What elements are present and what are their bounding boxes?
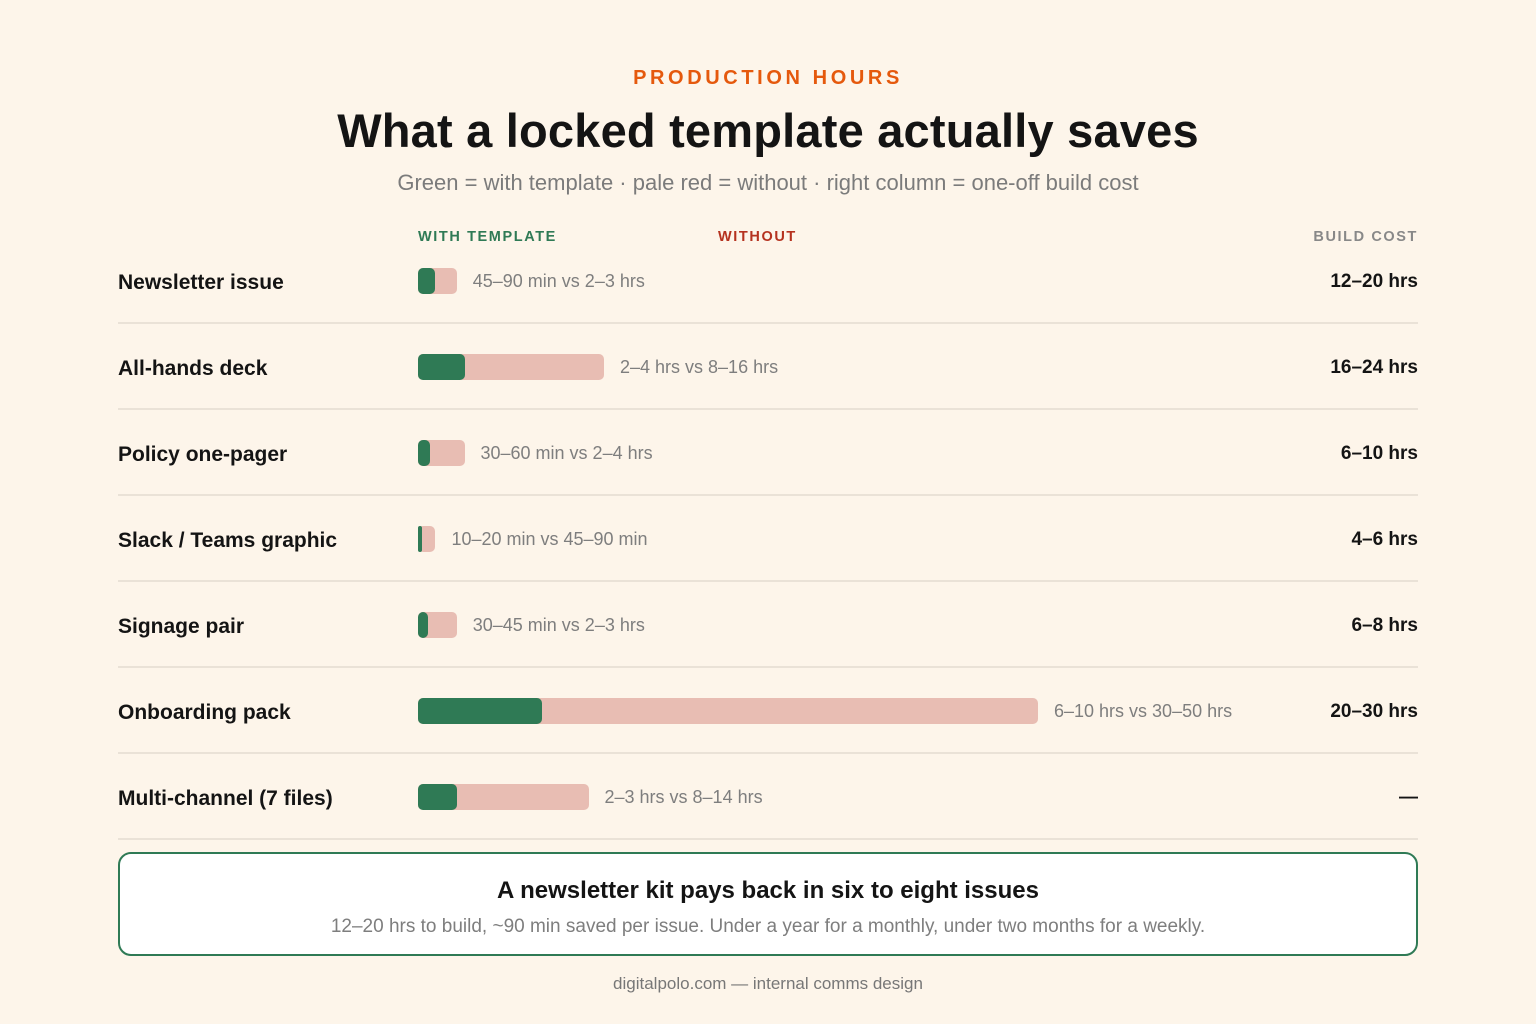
- bar-group: [418, 784, 589, 810]
- bar-with-template: [418, 354, 465, 380]
- build-cost-value: 6–10 hrs: [1340, 443, 1418, 464]
- payback-callout: A newsletter kit pays back in six to eig…: [118, 852, 1418, 956]
- chart-title: What a locked template actually saves: [337, 104, 1199, 157]
- bar-with-template: [418, 440, 430, 466]
- bar-range-label: 30–45 min vs 2–3 hrs: [472, 615, 645, 635]
- bar-chart-rows: Newsletter issue 45–90 min vs 2–3 hrs 12–2…: [118, 238, 1418, 840]
- column-header-build-cost: BUILD COST: [1313, 229, 1418, 245]
- table-row: Newsletter issue 45–90 min vs 2–3 hrs 12–2…: [118, 238, 1418, 324]
- table-row: Policy one-pager 30–60 min vs 2–4 hrs 6–10…: [118, 410, 1418, 496]
- bar-group: [418, 526, 436, 552]
- row-label: All-hands deck: [118, 357, 268, 380]
- footer-credit: digitalpolo.com — internal comms design: [613, 974, 923, 993]
- bar-with-template: [418, 698, 542, 724]
- column-header-without: WITHOUT: [718, 229, 797, 245]
- bar-without-template: [418, 526, 436, 552]
- row-label: Multi-channel (7 files): [118, 787, 333, 810]
- build-cost-value: —: [1399, 787, 1418, 808]
- table-row: All-hands deck 2–4 hrs vs 8–16 hrs 16–24 h…: [118, 324, 1418, 410]
- eyebrow: PRODUCTION HOURS: [633, 67, 903, 89]
- table-row: Signage pair 30–45 min vs 2–3 hrs 6–8 hrs: [118, 582, 1418, 668]
- bar-range-label: 2–4 hrs vs 8–16 hrs: [620, 357, 779, 377]
- bar-with-template: [418, 526, 422, 552]
- row-label: Newsletter issue: [118, 271, 284, 294]
- table-row: Slack / Teams graphic 10–20 min vs 45–90 …: [118, 496, 1418, 582]
- build-cost-value: 12–20 hrs: [1330, 271, 1418, 292]
- build-cost-value: 20–30 hrs: [1330, 701, 1418, 722]
- bar-group: [418, 354, 604, 380]
- bar-range-label: 2–3 hrs vs 8–14 hrs: [604, 787, 763, 807]
- chart-subtitle: Green = with template · pale red = witho…: [397, 170, 1139, 195]
- callout-title: A newsletter kit pays back in six to eig…: [497, 877, 1039, 904]
- bar-group: [418, 698, 1038, 724]
- build-cost-value: 6–8 hrs: [1351, 615, 1418, 636]
- bar-with-template: [418, 784, 457, 810]
- table-row: Onboarding pack 6–10 hrs vs 30–50 hrs 20–3…: [118, 668, 1418, 754]
- bar-range-label: 45–90 min vs 2–3 hrs: [472, 271, 645, 291]
- bar-range-label: 10–20 min vs 45–90 min: [451, 529, 648, 549]
- callout-body: 12–20 hrs to build, ~90 min saved per is…: [330, 916, 1206, 937]
- row-label: Onboarding pack: [118, 701, 291, 724]
- row-label: Policy one-pager: [118, 443, 288, 466]
- bar-range-label: 6–10 hrs vs 30–50 hrs: [1054, 701, 1233, 721]
- table-row: Multi-channel (7 files) 2–3 hrs vs 8–14 h…: [118, 754, 1418, 840]
- bar-range-label: 30–60 min vs 2–4 hrs: [480, 443, 653, 463]
- bar-with-template: [418, 612, 428, 638]
- bar-with-template: [418, 268, 436, 294]
- column-header-with-template: WITH TEMPLATE: [418, 229, 557, 245]
- row-label: Signage pair: [118, 615, 245, 638]
- row-label: Slack / Teams graphic: [118, 529, 338, 552]
- build-cost-value: 4–6 hrs: [1351, 529, 1418, 550]
- bar-group: [418, 612, 457, 638]
- bar-group: [418, 440, 465, 466]
- build-cost-value: 16–24 hrs: [1330, 357, 1418, 378]
- bar-group: [418, 268, 457, 294]
